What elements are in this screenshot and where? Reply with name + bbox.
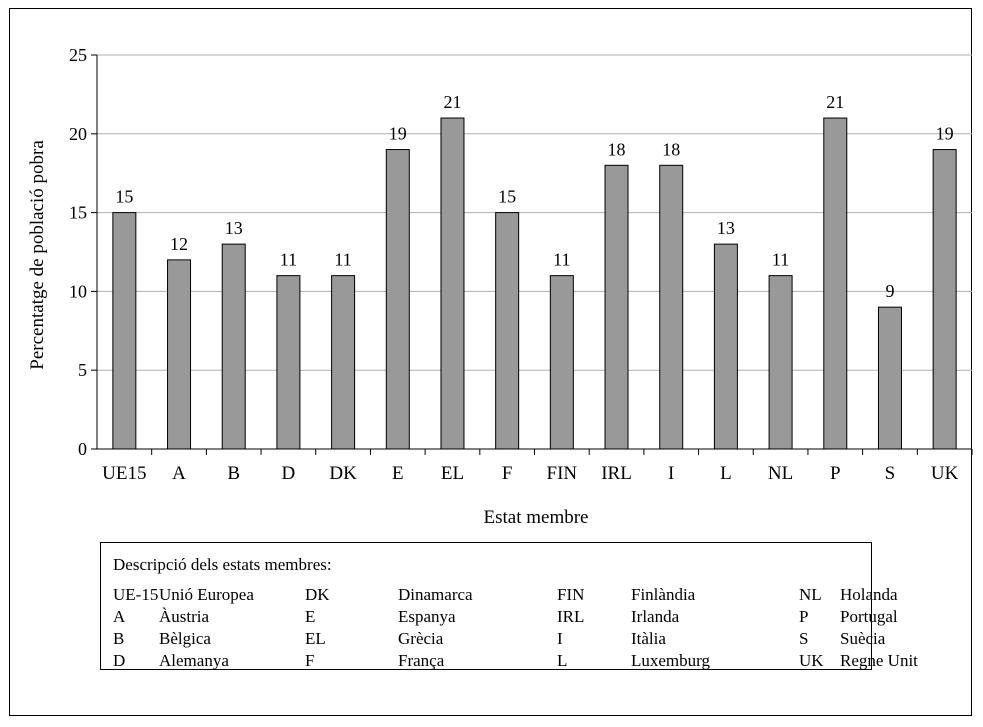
- bar-fin: [549, 275, 574, 450]
- legend-name: Unió Europea: [159, 585, 254, 604]
- bar-irl: [604, 164, 629, 450]
- y-tick-label: 5: [78, 360, 87, 380]
- legend-code: D: [113, 651, 126, 670]
- x-tick-label: UE15: [102, 463, 146, 484]
- data-label: 13: [225, 218, 243, 238]
- legend-code: EL: [305, 629, 326, 648]
- x-tick-label: L: [720, 463, 732, 484]
- x-tick-label: IRL: [601, 463, 632, 484]
- bar-el: [440, 117, 465, 450]
- data-label: 12: [170, 234, 188, 254]
- data-label: 9: [885, 281, 894, 301]
- x-tick-label: D: [282, 463, 296, 484]
- legend-code: I: [557, 629, 563, 648]
- legend-name: Grècia: [398, 629, 444, 648]
- bar-f: [495, 212, 520, 450]
- bar-nl: [768, 275, 793, 450]
- legend-name: Portugal: [840, 607, 898, 626]
- member-states-legend: Descripció dels estats membres: UE-15 Uni…: [100, 542, 918, 670]
- legend-code: A: [113, 607, 126, 626]
- bar-i: [659, 164, 684, 450]
- data-label: 15: [498, 187, 516, 207]
- data-label: 11: [280, 250, 297, 270]
- data-label: 11: [553, 250, 570, 270]
- bar-ue15: [112, 212, 137, 450]
- legend-name: Regne Unit: [840, 651, 918, 670]
- y-axis-label: Percentatge de població pobra: [27, 140, 48, 370]
- x-tick-label: DK: [329, 463, 357, 484]
- y-tick-label: 15: [69, 203, 87, 223]
- data-label: 21: [826, 92, 844, 112]
- legend-name: Àustria: [159, 607, 210, 626]
- y-tick-label: 20: [69, 124, 87, 144]
- data-label: 18: [662, 139, 680, 159]
- x-tick-label: S: [885, 463, 896, 484]
- legend-code: B: [113, 629, 125, 648]
- x-tick-label: I: [668, 463, 674, 484]
- bar-b: [221, 243, 246, 450]
- legend-name: Finlàndia: [631, 585, 696, 604]
- bar-chart: Percentatge de població pobra Estat memb…: [27, 45, 973, 528]
- legend-code: S: [799, 629, 809, 648]
- x-tick-label: A: [172, 463, 186, 484]
- legend-name: Itàlia: [631, 629, 666, 648]
- x-tick-label: B: [227, 463, 240, 484]
- data-label: 21: [443, 92, 461, 112]
- legend-code: FIN: [557, 585, 585, 604]
- data-label: 19: [389, 124, 407, 144]
- legend-code: UE-15: [113, 585, 159, 604]
- legend-code: P: [799, 607, 809, 626]
- bar-e: [385, 149, 410, 450]
- bar-a: [167, 259, 192, 450]
- data-label: 15: [115, 187, 133, 207]
- legend-name: França: [398, 651, 445, 670]
- legend-name: Dinamarca: [398, 585, 473, 604]
- legend-code: F: [305, 651, 315, 670]
- legend-code: IRL: [557, 607, 585, 626]
- legend-name: Luxemburg: [631, 651, 711, 670]
- data-label: 19: [936, 124, 954, 144]
- legend-name: Suècia: [840, 629, 886, 648]
- data-label: 18: [608, 139, 626, 159]
- bar-d: [276, 275, 301, 450]
- bar-p: [823, 117, 848, 450]
- x-tick-label: NL: [768, 463, 793, 484]
- x-tick-label: E: [392, 463, 404, 484]
- figure-frame: [9, 8, 972, 716]
- legend-code: E: [305, 607, 316, 626]
- legend-title: Descripció dels estats membres:: [113, 555, 332, 574]
- legend-name: Espanya: [398, 607, 456, 626]
- x-tick-label: UK: [931, 463, 959, 484]
- legend-name: Irlanda: [631, 607, 680, 626]
- x-tick-label: EL: [441, 463, 464, 484]
- data-label: 13: [717, 218, 735, 238]
- legend-code: UK: [799, 651, 824, 670]
- y-tick-label: 25: [69, 45, 87, 65]
- legend-code: L: [557, 651, 568, 670]
- legend-name: Holanda: [840, 585, 898, 604]
- data-label: 11: [334, 250, 351, 270]
- bar-dk: [331, 275, 356, 450]
- legend-name: Bèlgica: [159, 629, 211, 648]
- legend-name: Alemanya: [159, 651, 229, 670]
- data-label: 11: [772, 250, 789, 270]
- x-tick-label: F: [502, 463, 513, 484]
- legend-code: NL: [799, 585, 822, 604]
- bar-l: [713, 243, 738, 450]
- x-tick-label: FIN: [547, 463, 578, 484]
- y-tick-label: 10: [69, 281, 87, 301]
- y-tick-label: 0: [78, 439, 87, 459]
- x-tick-label: P: [830, 463, 841, 484]
- legend-code: DK: [305, 585, 330, 604]
- bar-uk: [932, 149, 957, 450]
- x-axis-label: Estat membre: [484, 507, 589, 528]
- bar-s: [877, 306, 902, 450]
